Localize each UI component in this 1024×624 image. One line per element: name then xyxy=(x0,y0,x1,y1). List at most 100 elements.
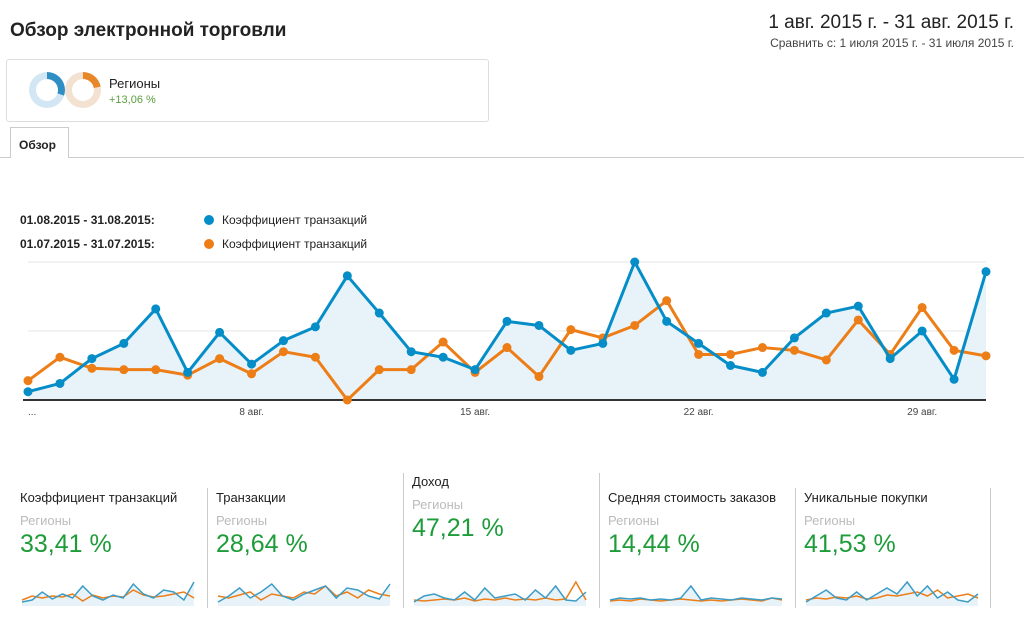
data-point xyxy=(726,349,736,359)
sparkline-area xyxy=(218,584,390,606)
data-point xyxy=(502,343,512,353)
data-point xyxy=(789,333,799,343)
data-point xyxy=(438,352,448,362)
card-separator xyxy=(207,488,208,608)
data-point xyxy=(87,354,97,364)
segment-donut-compare-icon xyxy=(65,72,101,108)
line-chart[interactable]: ... 8 авг. 15 авг. 22 авг. 29 авг. xyxy=(0,250,1024,425)
data-point xyxy=(726,361,736,370)
data-point xyxy=(215,354,225,364)
card-separator xyxy=(599,473,600,608)
data-point xyxy=(630,320,640,330)
data-point xyxy=(694,349,704,359)
segment-donut-icon xyxy=(29,72,65,108)
data-point xyxy=(119,365,129,375)
sparkline-current xyxy=(21,581,195,603)
data-point xyxy=(406,347,416,357)
data-point xyxy=(566,345,576,355)
compare-range[interactable]: Сравнить с: 1 июля 2015 г. - 31 июля 201… xyxy=(770,36,1014,50)
segment-change: +13,06 % xyxy=(109,94,156,106)
sparkline-current xyxy=(413,584,587,603)
sparkline-compare xyxy=(413,580,587,602)
sparkline-compare xyxy=(217,585,391,601)
metric-card[interactable]: Транзакции Регионы 28,64 % xyxy=(216,490,308,608)
card-segment: Регионы xyxy=(216,513,268,528)
data-point xyxy=(534,320,544,330)
data-point xyxy=(757,343,767,353)
data-point xyxy=(342,271,352,281)
tab-divider xyxy=(0,157,1024,158)
sparkline xyxy=(21,581,195,606)
data-point xyxy=(119,338,129,348)
data-point xyxy=(534,372,544,382)
data-point xyxy=(662,296,672,306)
card-value: 28,64 % xyxy=(216,530,308,558)
legend-date: 01.08.2015 - 31.08.2015: xyxy=(20,213,155,227)
card-title: Средняя стоимость заказов xyxy=(608,490,777,505)
data-point xyxy=(342,395,352,405)
data-point xyxy=(662,316,672,326)
card-separator xyxy=(403,473,404,608)
card-value: 47,21 % xyxy=(412,514,504,542)
data-point xyxy=(374,365,384,375)
data-point xyxy=(949,345,959,355)
data-point xyxy=(949,374,959,384)
x-tick-label: 15 авг. xyxy=(460,407,490,418)
sparkline-compare xyxy=(609,597,783,602)
date-range-picker[interactable]: 1 авг. 2015 г. - 31 авг. 2015 г. xyxy=(768,12,1014,33)
card-value: 41,53 % xyxy=(804,530,896,558)
metric-card[interactable]: Коэффициент транзакций Регионы 33,41 % xyxy=(20,490,177,608)
sparkline-current xyxy=(609,584,783,601)
legend-metric[interactable]: Коэффициент транзакций xyxy=(222,237,368,251)
card-segment: Регионы xyxy=(20,513,72,528)
data-point xyxy=(374,308,384,318)
card-separator xyxy=(795,488,796,608)
sparkline-area xyxy=(610,586,782,606)
metric-card[interactable]: Доход Регионы 47,21 % xyxy=(412,474,504,592)
x-tick-label: ... xyxy=(28,407,36,418)
metric-card[interactable]: Уникальные покупки Регионы 41,53 % xyxy=(804,490,928,608)
data-point xyxy=(278,347,288,357)
segment-name: Регионы xyxy=(109,76,161,91)
data-point xyxy=(981,351,991,361)
data-point xyxy=(821,308,831,318)
card-value: 14,44 % xyxy=(608,530,700,558)
data-point xyxy=(917,303,927,313)
data-point xyxy=(247,359,257,369)
legend-dot-icon xyxy=(204,239,214,249)
sparkline-area xyxy=(806,582,978,606)
metric-card[interactable]: Средняя стоимость заказов Регионы 14,44 … xyxy=(608,490,776,608)
sparkline-area xyxy=(22,582,194,606)
data-point xyxy=(278,336,288,346)
legend-dot-icon xyxy=(204,215,214,225)
data-point xyxy=(981,267,991,277)
card-title: Уникальные покупки xyxy=(804,490,928,505)
card-segment: Регионы xyxy=(804,513,856,528)
data-point xyxy=(438,337,448,347)
data-point xyxy=(55,352,65,362)
data-point xyxy=(151,365,161,375)
data-point xyxy=(502,316,512,326)
segment-box[interactable]: Регионы +13,06 % xyxy=(6,59,489,122)
card-value: 33,41 % xyxy=(20,530,112,558)
series-area xyxy=(28,262,986,400)
data-point xyxy=(183,367,193,377)
data-point xyxy=(566,325,576,335)
data-point xyxy=(406,365,416,375)
data-point xyxy=(757,367,767,377)
data-point xyxy=(630,257,640,267)
legend-row-current: 01.08.2015 - 31.08.2015: Коэффициент тра… xyxy=(20,213,367,227)
sparkline xyxy=(805,580,979,606)
card-segment: Регионы xyxy=(412,497,464,512)
data-point xyxy=(821,355,831,365)
legend-row-compare: 01.07.2015 - 31.07.2015: Коэффициент тра… xyxy=(20,237,367,251)
tab-overview[interactable]: Обзор xyxy=(10,127,69,158)
data-point xyxy=(598,338,608,348)
data-point xyxy=(694,338,704,348)
card-title: Доход xyxy=(412,474,449,489)
legend-metric[interactable]: Коэффициент транзакций xyxy=(222,213,368,227)
sparkline xyxy=(217,582,391,606)
data-point xyxy=(151,304,161,314)
data-point xyxy=(87,363,97,373)
data-point xyxy=(885,354,895,364)
